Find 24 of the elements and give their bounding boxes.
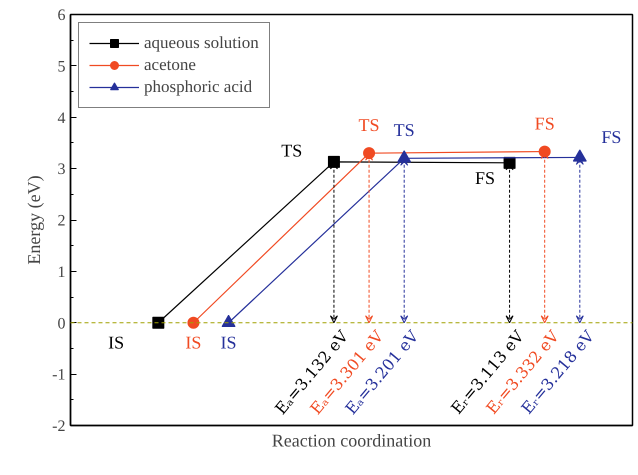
annotation: TS [358,114,380,135]
y-tick-label: 3 [58,161,66,178]
point [152,316,164,329]
annotation: IS [185,332,202,352]
y-tick-label: 2 [58,212,66,230]
annotation: IS [220,332,237,352]
y-tick-label: 0 [58,315,66,332]
y-tick-label: 6 [58,7,66,24]
y-tick-label: -2 [52,418,66,435]
annotation: FS [534,113,555,134]
y-tick-label: 4 [58,110,66,127]
x-axis-title: Reaction coordination [272,430,432,450]
legend-label: acetone [144,55,196,75]
legend-label: phosphoric acid [144,77,252,97]
annotation: IS [108,332,124,352]
annotation: TS [281,140,302,161]
y-axis-title: Energy (eV) [24,175,44,265]
legend-label: aqueous solution [144,33,259,53]
y-tick-label: -1 [52,366,66,384]
y-tick-label: 1 [58,264,66,281]
annotation: TS [394,120,415,140]
y-tick-label: 5 [58,58,66,76]
annotation: FS [601,126,622,147]
annotation: FS [474,168,495,188]
